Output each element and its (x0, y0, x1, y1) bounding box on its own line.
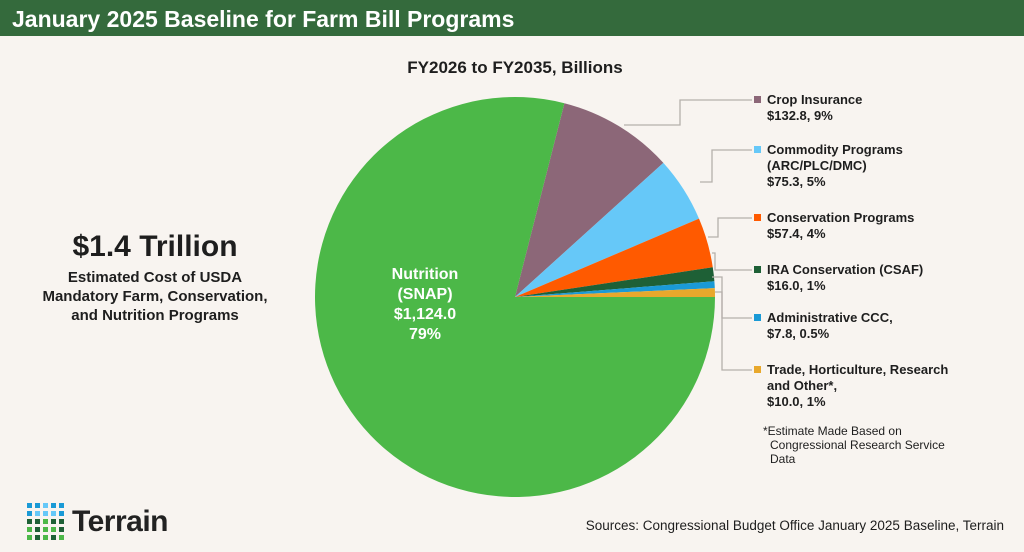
pie-slice (515, 267, 715, 297)
leader-line (712, 276, 752, 319)
leader-line (624, 99, 752, 126)
legend-swatch (754, 366, 761, 373)
headline-value: $1.4 Trillion (72, 230, 238, 263)
nutrition-label: (SNAP) (397, 286, 452, 303)
leader-line (700, 149, 752, 183)
legend-swatch (754, 266, 761, 273)
footnote-line: Congressional Research Service (770, 438, 945, 452)
terrain-logo: Terrain (27, 503, 168, 540)
slice-label-line: (ARC/PLC/DMC) (767, 158, 867, 173)
slice-label-line: Administrative CCC, (767, 310, 893, 325)
slice-label-line: $10.0, 1% (767, 394, 826, 409)
slice-label-line: $57.4, 4% (767, 226, 826, 241)
slice-label: IRA Conservation (CSAF) $16.0, 1% (754, 262, 1007, 294)
pie-slice (515, 162, 700, 297)
pie-slice (515, 281, 715, 297)
pie-slice (515, 288, 715, 297)
headline: $1.4 Trillion Estimated Cost of USDA Man… (30, 230, 280, 325)
logo-text: Terrain (72, 504, 168, 538)
nutrition-label: $1,124.0 (394, 306, 456, 323)
slice-label-line: $16.0, 1% (767, 278, 826, 293)
slice-label-line: IRA Conservation (CSAF) (767, 262, 924, 277)
nutrition-label: 79% (409, 326, 441, 343)
nutrition-label: Nutrition (392, 266, 459, 283)
headline-desc: and Nutrition Programs (71, 307, 239, 324)
leader-line (708, 217, 752, 238)
logo-grid-icon (27, 503, 64, 540)
slice-label-line: $132.8, 9% (767, 108, 833, 123)
slice-label: Administrative CCC, $7.8, 0.5% (754, 310, 1007, 342)
slice-label-line: $7.8, 0.5% (767, 326, 830, 341)
slice-label: Commodity Programs (ARC/PLC/DMC) $75.3, 5% (754, 142, 1007, 190)
slice-label: Trade, Horticulture, Research and Other*,… (754, 362, 1007, 410)
headline-desc: Estimated Cost of USDA (67, 269, 243, 286)
slice-label: Conservation Programs $57.4, 4% (754, 210, 1007, 242)
legend-swatch (754, 314, 761, 321)
leader-line (715, 291, 752, 371)
slice-label-line: Trade, Horticulture, Research (767, 362, 949, 377)
header-title: January 2025 Baseline for Farm Bill Prog… (0, 0, 1024, 36)
legend-swatch (754, 96, 761, 103)
slice-label-line: Crop Insurance (767, 92, 863, 107)
sources: Sources: Congressional Budget Office Jan… (585, 518, 1004, 533)
slice-label-line: $75.3, 5% (767, 174, 826, 189)
legend-swatch (754, 146, 761, 153)
footnote-line: Data (770, 452, 796, 466)
slice-label-line: Conservation Programs (767, 210, 915, 225)
legend-swatch (754, 214, 761, 221)
leader-line (712, 252, 752, 271)
pie-slice (515, 218, 713, 297)
pie-slice (314, 96, 715, 497)
pie-slice (515, 103, 664, 298)
slice-label: Crop Insurance $132.8, 9% (754, 92, 1007, 124)
slice-label-line: Commodity Programs (767, 142, 903, 157)
slice-label-line: and Other*, (767, 378, 838, 393)
chart-subtitle: FY2026 to FY2035, Billions (407, 58, 623, 77)
footnote: *Estimate Made Based on Congressional Re… (763, 424, 983, 466)
footnote-line: *Estimate Made Based on (763, 424, 902, 438)
headline-desc: Mandatory Farm, Conservation, (42, 288, 268, 305)
